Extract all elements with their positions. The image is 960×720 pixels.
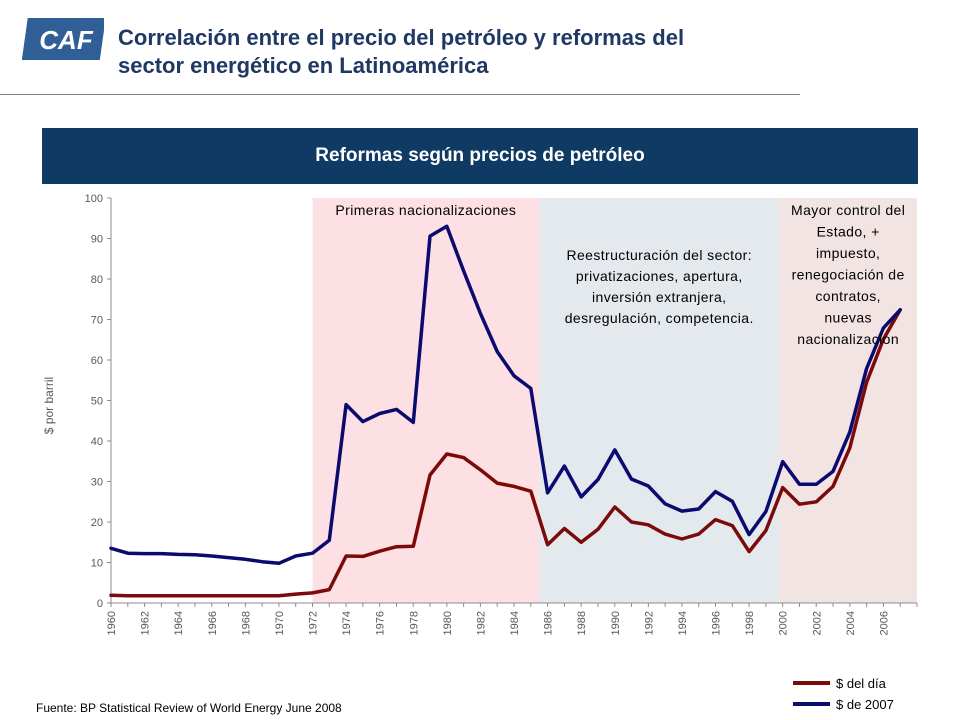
oil-price-chart: 0 10 20 30 40 50 60 70 80 90 100 1960 1962 1964 1966 19… bbox=[42, 193, 918, 712]
region-label-2: desregulación, competencia. bbox=[565, 310, 754, 326]
x-tick-label: 1990 bbox=[610, 611, 622, 635]
y-tick-label: 80 bbox=[91, 274, 103, 286]
y-tick-label: 50 bbox=[91, 396, 103, 408]
page-title: Correlación entre el precio del petróleo… bbox=[118, 24, 818, 80]
region-labels: Primeras nacionalizaciones Reestructuraci… bbox=[335, 202, 905, 347]
x-tick-label: 1980 bbox=[442, 611, 454, 635]
chart-legend: $ del día $ de 2007 bbox=[793, 676, 894, 712]
x-tick-label: 1988 bbox=[576, 611, 588, 635]
chart-axes: 0 10 20 30 40 50 60 70 80 90 100 1960 1962 1964 1966 19… bbox=[42, 193, 918, 635]
region-label-2: inversión extranjera, bbox=[592, 289, 726, 305]
title-line-1: Correlación entre el precio del petróleo… bbox=[118, 25, 685, 50]
region-label-3: renegociación de bbox=[792, 267, 905, 283]
y-tick-label: 20 bbox=[91, 517, 103, 529]
x-tick-label: 1998 bbox=[744, 611, 756, 635]
series-line-2 bbox=[109, 224, 902, 566]
region-label-3: Estado, + bbox=[817, 224, 880, 240]
x-tick-label: 2004 bbox=[845, 611, 857, 635]
y-axis-label: $ por barril bbox=[42, 377, 56, 434]
y-tick-label: 100 bbox=[85, 193, 103, 205]
x-tick-label: 1960 bbox=[106, 611, 118, 635]
x-tick-label: 1996 bbox=[711, 611, 723, 635]
region-label-3: nuevas bbox=[824, 310, 872, 326]
x-tick-label: 1984 bbox=[509, 611, 521, 635]
x-tick-label: 1962 bbox=[140, 611, 152, 635]
y-tick-label: 90 bbox=[91, 234, 103, 246]
y-tick-label: 30 bbox=[91, 477, 103, 489]
legend-label-2: $ de 2007 bbox=[836, 697, 894, 712]
x-tick-label: 1970 bbox=[274, 611, 286, 635]
region-label-3: nacionalizacion bbox=[797, 331, 899, 347]
region-label-1: Primeras nacionalizaciones bbox=[335, 202, 516, 218]
region-label-3: contratos, bbox=[815, 288, 880, 304]
x-tick-label: 2002 bbox=[811, 611, 823, 635]
x-tick-label: 1992 bbox=[643, 611, 655, 635]
region-label-3: impuesto, bbox=[816, 245, 880, 261]
y-tick-label: 60 bbox=[91, 355, 103, 367]
region-3 bbox=[779, 198, 917, 603]
title-divider bbox=[0, 94, 800, 95]
title-line-2: sector energético en Latinoamérica bbox=[118, 53, 489, 78]
logo-text: CAF bbox=[39, 25, 94, 55]
x-tick-label: 1986 bbox=[543, 611, 555, 635]
x-tick-label: 1972 bbox=[308, 611, 320, 635]
x-tick-label: 1968 bbox=[240, 611, 252, 635]
x-tick-label: 1974 bbox=[341, 611, 353, 635]
legend-label-1: $ del día bbox=[836, 676, 887, 691]
x-tick-label: 2000 bbox=[778, 611, 790, 635]
series-line-1 bbox=[109, 308, 902, 598]
x-tick-label: 1978 bbox=[408, 611, 420, 635]
y-tick-label: 10 bbox=[91, 558, 103, 570]
region-1 bbox=[312, 198, 540, 603]
y-tick-label: 40 bbox=[91, 436, 103, 448]
x-tick-label: 1964 bbox=[173, 611, 185, 635]
x-tick-label: 1966 bbox=[207, 611, 219, 635]
y-tick-label: 0 bbox=[97, 598, 103, 610]
x-tick-label: 1976 bbox=[375, 611, 387, 635]
x-tick-label: 1982 bbox=[475, 611, 487, 635]
region-label-2: privatizaciones, apertura, bbox=[576, 268, 743, 284]
chart-header-text: Reformas según precios de petróleo bbox=[315, 145, 645, 166]
y-tick-label: 70 bbox=[91, 315, 103, 327]
reform-periods bbox=[312, 198, 917, 603]
chart-header: Reformas según precios de petróleo bbox=[42, 128, 918, 184]
x-tick-label: 2006 bbox=[878, 611, 890, 635]
region-label-3: Mayor control del bbox=[791, 202, 905, 218]
x-tick-label: 1994 bbox=[677, 611, 689, 635]
region-label-2: Reestructuración del sector: bbox=[566, 247, 752, 263]
source-note: Fuente: BP Statistical Review of World E… bbox=[36, 701, 342, 715]
chart-series bbox=[109, 224, 902, 598]
caf-logo: CAF bbox=[22, 16, 104, 62]
